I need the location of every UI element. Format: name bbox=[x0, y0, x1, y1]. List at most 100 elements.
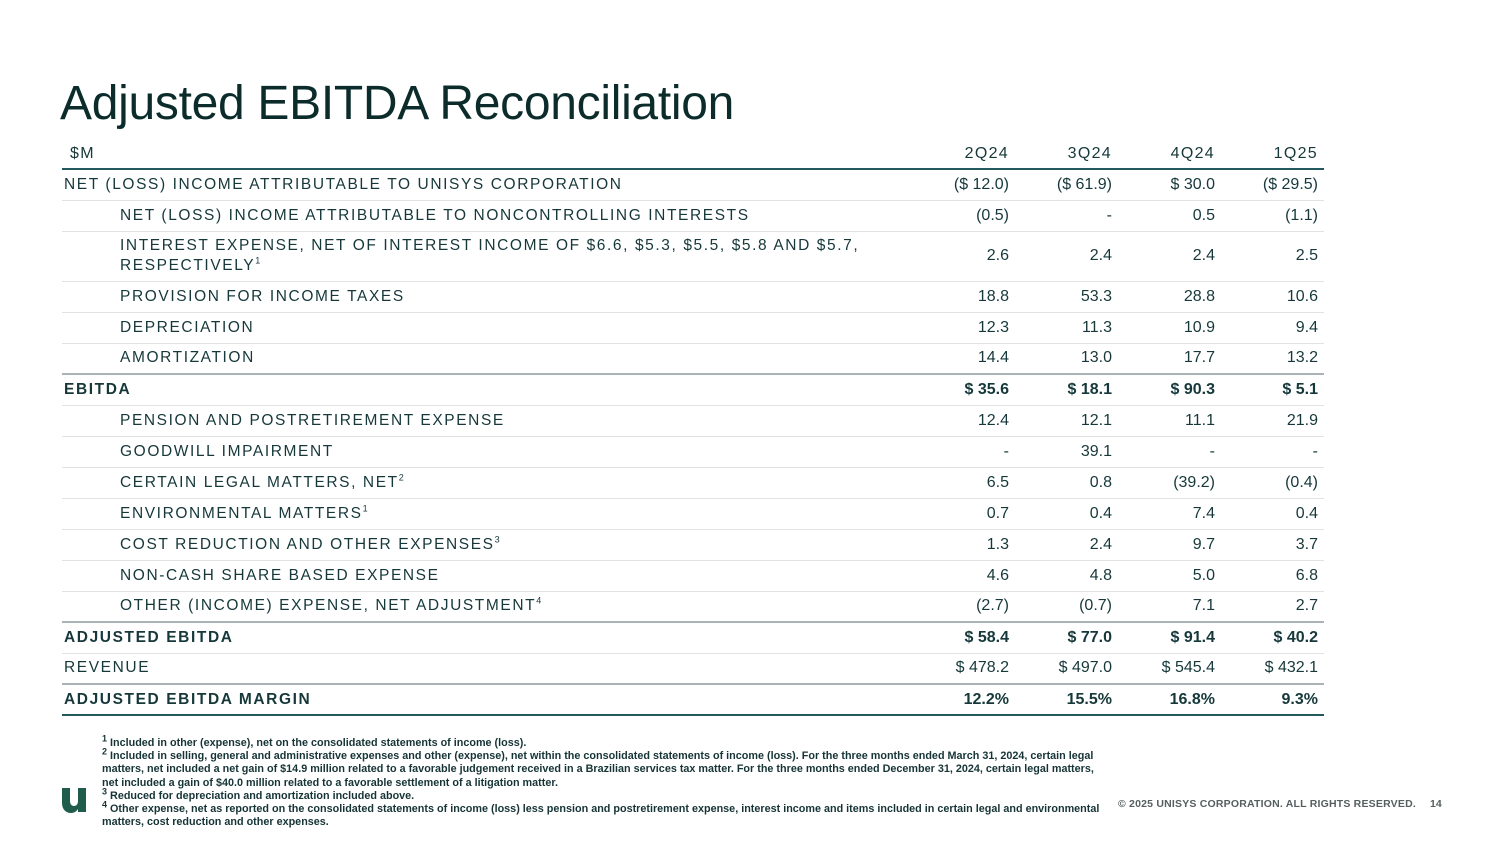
cell-value: ($ 12.0) bbox=[912, 169, 1015, 201]
cell-value: 17.7 bbox=[1118, 343, 1221, 375]
row-label: NET (LOSS) INCOME ATTRIBUTABLE TO UNISYS… bbox=[64, 175, 623, 193]
footnotes: 1 Included in other (expense), net on th… bbox=[102, 734, 1112, 829]
subtotal-row-ebitda: EBITDA $ 35.6 $ 18.1 $ 90.3 $ 5.1 bbox=[62, 373, 1324, 406]
unisys-u-logo-icon bbox=[62, 788, 86, 813]
row-label: PENSION AND POSTRETIREMENT EXPENSE bbox=[120, 411, 505, 429]
cell-value: 7.1 bbox=[1118, 591, 1221, 623]
cell-value: 0.4 bbox=[1221, 498, 1324, 530]
cell-value: 9.7 bbox=[1118, 529, 1221, 561]
table-row: ENVIRONMENTAL MATTERS1 0.7 0.4 7.4 0.4 bbox=[62, 498, 1324, 530]
row-label: NON-CASH SHARE BASED EXPENSE bbox=[120, 566, 440, 584]
cell-value: 12.1 bbox=[1015, 405, 1118, 437]
column-header: 3Q24 bbox=[1015, 140, 1118, 170]
cell-value: 0.8 bbox=[1015, 467, 1118, 499]
unit-label: $M bbox=[62, 140, 912, 170]
row-label: REVENUE bbox=[64, 659, 151, 677]
cell-value: 0.7 bbox=[912, 498, 1015, 530]
cell-value: 53.3 bbox=[1015, 281, 1118, 313]
cell-value: $ 30.0 bbox=[1118, 169, 1221, 201]
cell-value: 4.8 bbox=[1015, 560, 1118, 592]
cell-value: 21.9 bbox=[1221, 405, 1324, 437]
table-row: NON-CASH SHARE BASED EXPENSE 4.6 4.8 5.0… bbox=[62, 560, 1324, 592]
cell-value: ($ 61.9) bbox=[1015, 169, 1118, 201]
footnote-text: Included in selling, general and adminis… bbox=[102, 750, 1094, 789]
cell-value: $ 5.1 bbox=[1221, 373, 1324, 406]
cell-value: - bbox=[1118, 436, 1221, 468]
cell-value: $ 497.0 bbox=[1015, 653, 1118, 685]
cell-value: 7.4 bbox=[1118, 498, 1221, 530]
row-label: AMORTIZATION bbox=[120, 349, 255, 367]
footnote-marker: 2 bbox=[398, 472, 404, 483]
cell-value: $ 40.2 bbox=[1221, 621, 1324, 654]
cell-value: ($ 29.5) bbox=[1221, 169, 1324, 201]
cell-value: (1.1) bbox=[1221, 200, 1324, 232]
row-label: COST REDUCTION AND OTHER EXPENSES bbox=[120, 535, 495, 553]
footnote-marker: 4 bbox=[102, 799, 108, 810]
table-row: NET (LOSS) INCOME ATTRIBUTABLE TO UNISYS… bbox=[62, 169, 1324, 201]
table-header-row: $M 2Q24 3Q24 4Q24 1Q25 bbox=[62, 140, 1324, 170]
row-label: NET (LOSS) INCOME ATTRIBUTABLE TO NONCON… bbox=[120, 206, 750, 224]
cell-value: - bbox=[1221, 436, 1324, 468]
cell-value: 4.6 bbox=[912, 560, 1015, 592]
cell-value: $ 18.1 bbox=[1015, 373, 1118, 406]
cell-value: 13.2 bbox=[1221, 343, 1324, 375]
cell-value: 14.4 bbox=[912, 343, 1015, 375]
row-label: CERTAIN LEGAL MATTERS, NET bbox=[120, 473, 399, 491]
cell-value: 3.7 bbox=[1221, 529, 1324, 561]
cell-value: 6.5 bbox=[912, 467, 1015, 499]
cell-value: 12.4 bbox=[912, 405, 1015, 437]
row-label: ADJUSTED EBITDA MARGIN bbox=[64, 690, 312, 708]
row-label: ADJUSTED EBITDA bbox=[64, 628, 234, 646]
cell-value: 12.2% bbox=[912, 683, 1015, 716]
footnote-marker: 2 bbox=[102, 746, 108, 757]
table-row: NET (LOSS) INCOME ATTRIBUTABLE TO NONCON… bbox=[62, 200, 1324, 232]
cell-value: 11.3 bbox=[1015, 312, 1118, 344]
footnote: 3 Reduced for depreciation and amortizat… bbox=[102, 787, 1112, 803]
cell-value: 9.3% bbox=[1221, 683, 1324, 716]
row-label: INTEREST EXPENSE, NET OF INTEREST INCOME… bbox=[120, 237, 860, 274]
footnote-marker: 4 bbox=[536, 595, 542, 606]
column-header: 4Q24 bbox=[1118, 140, 1221, 170]
cell-value: 11.1 bbox=[1118, 405, 1221, 437]
cell-value: - bbox=[1015, 200, 1118, 232]
cell-value: $ 35.6 bbox=[912, 373, 1015, 406]
cell-value: - bbox=[912, 436, 1015, 468]
footnote-marker: 1 bbox=[362, 503, 368, 514]
copyright-notice: © 2025 UNISYS CORPORATION. ALL RIGHTS RE… bbox=[1118, 798, 1416, 810]
cell-value: 39.1 bbox=[1015, 436, 1118, 468]
table-row: INTEREST EXPENSE, NET OF INTEREST INCOME… bbox=[62, 231, 1324, 282]
cell-value: 1.3 bbox=[912, 529, 1015, 561]
cell-value: (0.5) bbox=[912, 200, 1015, 232]
cell-value: 2.4 bbox=[1118, 231, 1221, 282]
cell-value: $ 77.0 bbox=[1015, 621, 1118, 654]
cell-value: $ 91.4 bbox=[1118, 621, 1221, 654]
cell-value: 10.6 bbox=[1221, 281, 1324, 313]
table-row: AMORTIZATION 14.4 13.0 17.7 13.2 bbox=[62, 343, 1324, 375]
footnote-marker: 1 bbox=[102, 733, 108, 744]
page-number: 14 bbox=[1430, 798, 1442, 810]
cell-value: 2.4 bbox=[1015, 529, 1118, 561]
cell-value: $ 545.4 bbox=[1118, 653, 1221, 685]
footnote-text: Included in other (expense), net on the … bbox=[110, 737, 527, 749]
cell-value: 28.8 bbox=[1118, 281, 1221, 313]
footnote: 4 Other expense, net as reported on the … bbox=[102, 800, 1112, 829]
total-row-adjusted-ebitda-margin: ADJUSTED EBITDA MARGIN 12.2% 15.5% 16.8%… bbox=[62, 683, 1324, 716]
cell-value: 5.0 bbox=[1118, 560, 1221, 592]
cell-value: 16.8% bbox=[1118, 683, 1221, 716]
cell-value: (0.7) bbox=[1015, 591, 1118, 623]
footnote-marker: 3 bbox=[102, 786, 108, 797]
row-label: DEPRECIATION bbox=[120, 318, 255, 336]
row-label: OTHER (INCOME) EXPENSE, NET ADJUSTMENT bbox=[120, 597, 537, 615]
cell-value: (39.2) bbox=[1118, 467, 1221, 499]
cell-value: 2.6 bbox=[912, 231, 1015, 282]
ebitda-reconciliation-table: $M 2Q24 3Q24 4Q24 1Q25 NET (LOSS) INCOME… bbox=[62, 140, 1324, 716]
row-label: ENVIRONMENTAL MATTERS bbox=[120, 504, 363, 522]
cell-value: 18.8 bbox=[912, 281, 1015, 313]
cell-value: $ 90.3 bbox=[1118, 373, 1221, 406]
table-row: PENSION AND POSTRETIREMENT EXPENSE 12.4 … bbox=[62, 405, 1324, 437]
footnote-text: Other expense, net as reported on the co… bbox=[102, 803, 1100, 829]
table-row: PROVISION FOR INCOME TAXES 18.8 53.3 28.… bbox=[62, 281, 1324, 313]
page-title: Adjusted EBITDA Reconciliation bbox=[60, 77, 735, 130]
table-row: CERTAIN LEGAL MATTERS, NET2 6.5 0.8 (39.… bbox=[62, 467, 1324, 499]
cell-value: $ 58.4 bbox=[912, 621, 1015, 654]
